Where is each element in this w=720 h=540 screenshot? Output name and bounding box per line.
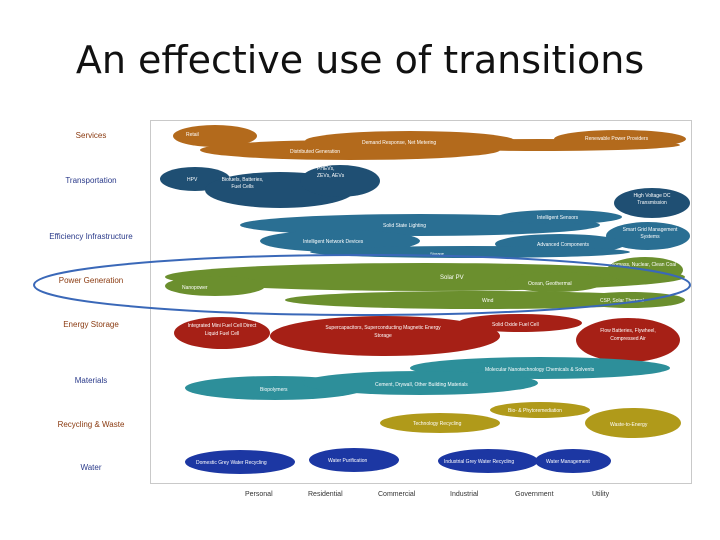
blob-label-advanced-components: Advanced Components bbox=[537, 242, 589, 248]
diagram-frame bbox=[150, 120, 692, 484]
blob-label-bio-phyto: Bio- & Phytoremediation bbox=[508, 408, 562, 414]
blob-smart-grid bbox=[606, 222, 690, 250]
blob-hv-dc bbox=[614, 188, 690, 218]
blob-label-csp: CSP, Solar Thermal bbox=[600, 298, 644, 304]
blob-label-renewable-power: Renewable Power Providers bbox=[585, 136, 649, 142]
column-label-personal: Personal bbox=[245, 491, 273, 498]
blob-waste-to-energy bbox=[585, 408, 681, 438]
column-label-utility: Utility bbox=[592, 491, 610, 498]
blob-label-supercapacitors: Supercapacitors, Superconducting Magneti… bbox=[325, 325, 441, 339]
blob-mini-fuel-cell bbox=[174, 317, 270, 349]
blob-label-cement-drywall: Cement, Drywall, Other Building Material… bbox=[375, 382, 468, 388]
row-label-materials: Materials bbox=[74, 376, 108, 385]
blob-label-biofuels: Biofuels, Batteries, Fuel Cells bbox=[221, 177, 264, 190]
blob-label-industrial-grey: Industrial Grey Water Recycling bbox=[444, 459, 514, 465]
blob-industrial-grey bbox=[438, 449, 538, 473]
blob-label-intelligent-network: Intelligent Network Devices bbox=[303, 239, 364, 245]
blob-label-biopolymers: Biopolymers bbox=[260, 387, 288, 393]
blob-csp bbox=[575, 292, 685, 308]
blob-label-distributed-gen: Distributed Generation bbox=[290, 149, 340, 155]
row-label-transportation: Transportation bbox=[65, 176, 117, 185]
blob-supercapacitors bbox=[270, 316, 500, 356]
column-label-government: Government bbox=[515, 491, 554, 498]
column-label-residential: Residential bbox=[308, 491, 343, 498]
blob-label-molecular-nano: Molecular Nanotechnology Chemicals & Sol… bbox=[485, 367, 595, 373]
blob-intelligent-network bbox=[260, 230, 420, 252]
blob-cement-drywall bbox=[302, 371, 538, 395]
blob-label-biomass: Biomass, Nuclear, Clean Coal bbox=[609, 262, 677, 268]
blob-flow-batteries bbox=[576, 318, 680, 362]
blob-label-ocean-geothermal: Ocean, Geothermal bbox=[528, 281, 572, 287]
row-label-efficiency: Efficiency Infrastructure bbox=[49, 232, 133, 241]
blob-label-solar-pv: Solar PV bbox=[440, 275, 464, 281]
column-label-industrial: Industrial bbox=[450, 491, 479, 498]
blob-label-water-management: Water Management bbox=[546, 459, 590, 465]
blob-nanopower bbox=[165, 276, 265, 296]
blob-retail bbox=[173, 125, 257, 147]
blob-label-demand-response: Demand Response, Net Metering bbox=[362, 140, 436, 146]
blob-label-solid-state-lighting: Solid State Lighting bbox=[383, 223, 426, 229]
row-label-recycling: Recycling & Waste bbox=[57, 420, 125, 429]
blob-label-domestic-grey: Domestic Grey Water Recycling bbox=[196, 460, 267, 466]
column-label-commercial: Commercial bbox=[378, 491, 416, 498]
blob-technology-recycling bbox=[380, 413, 500, 433]
row-label-services: Services bbox=[75, 131, 107, 140]
blob-services-bar bbox=[400, 139, 680, 151]
blob-label-phevs: PHEVs, ZEVs, AEVs bbox=[317, 166, 345, 179]
blob-label-solid-oxide: Solid Oxide Fuel Cell bbox=[492, 322, 539, 328]
blob-label-smart-grid: Smart Grid Management Systems bbox=[622, 227, 678, 240]
row-label-storage: Energy Storage bbox=[63, 320, 119, 329]
blob-wind bbox=[285, 291, 675, 309]
blob-label-water-purification: Water Purification bbox=[328, 458, 367, 464]
blob-label-waste-to-energy: Waste-to-Energy bbox=[610, 422, 648, 428]
blob-bio-phyto bbox=[490, 402, 590, 418]
blob-water-management bbox=[535, 449, 611, 473]
blob-label-hpv: HPV bbox=[187, 177, 198, 183]
blob-water-purification bbox=[309, 448, 399, 472]
blob-label-flow-batteries: Flow Batteries, Flywheel, Compressed Air bbox=[600, 328, 656, 342]
blob-label-wind: Wind bbox=[482, 298, 494, 304]
highlight-ring bbox=[33, 254, 691, 316]
blob-intelligent-sensors bbox=[498, 210, 622, 224]
blob-solid-oxide bbox=[458, 314, 582, 332]
row-label-water: Water bbox=[80, 463, 102, 472]
slide-title: An effective use of transitions bbox=[75, 38, 645, 82]
blob-label-nanopower: Nanopower bbox=[182, 285, 208, 291]
blob-ocean-geothermal bbox=[505, 272, 605, 292]
row-label-generation: Power Generation bbox=[58, 276, 124, 285]
blob-label-hv-dc: High Voltage DC Transmission bbox=[633, 193, 671, 206]
blob-label-intelligent-sensors: Intelligent Sensors bbox=[537, 215, 579, 221]
blob-label-mini-fuel-cell: Integrated Mini Fuel Cell Direct Liquid … bbox=[187, 323, 257, 337]
blob-label-technology-recycling: Technology Recycling bbox=[413, 421, 462, 427]
blob-phevs bbox=[300, 165, 380, 197]
blob-label-storage-small: Storage bbox=[430, 251, 445, 256]
blob-domestic-grey bbox=[185, 450, 295, 474]
blob-label-retail: Retail bbox=[186, 132, 199, 138]
